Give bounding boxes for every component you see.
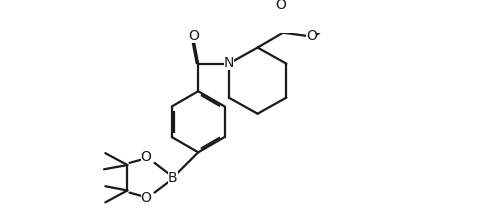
Text: O: O [141,191,151,205]
Text: O: O [141,150,151,164]
Text: O: O [188,29,200,43]
Text: B: B [168,171,178,185]
Text: O: O [306,29,317,43]
Text: O: O [275,0,286,12]
Text: N: N [224,56,234,70]
